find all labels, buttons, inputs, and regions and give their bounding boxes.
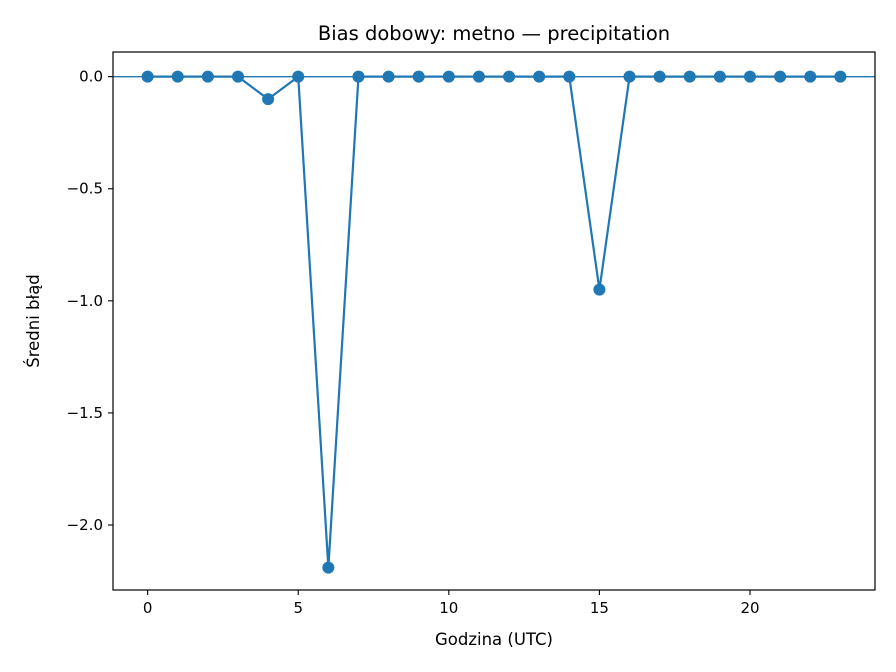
x-tick-label: 10 [439,599,458,617]
x-axis-label: Godzina (UTC) [435,630,553,649]
y-axis-label: Średni błąd [24,274,43,368]
data-point [382,70,395,83]
y-tick-label: −0.5 [67,180,103,198]
data-point [834,70,847,83]
y-tick-label: −1.5 [67,404,103,422]
data-point [412,70,425,83]
chart-title: Bias dobowy: metno — precipitation [318,22,670,45]
data-point [653,70,666,83]
data-point [503,70,516,83]
data-point [201,70,214,83]
y-tick-label: −1.0 [67,292,103,310]
plot-frame [112,51,876,591]
data-point [774,70,787,83]
x-tick-label: 15 [590,599,609,617]
data-point [171,70,184,83]
y-tick-label: −2.0 [67,516,103,534]
data-point [262,93,275,106]
data-point [533,70,546,83]
data-point [141,70,154,83]
series-layer [141,70,847,574]
data-point [442,70,455,83]
x-tick-label: 20 [740,599,759,617]
ticks-layer: 0 5 10 15 20 0.0 −0.5 −1.0 −1.5 −2.0 [67,68,760,617]
data-point [231,70,244,83]
x-tick-label: 0 [143,599,153,617]
data-point [292,70,305,83]
data-point [804,70,817,83]
data-point [683,70,696,83]
data-point [472,70,485,83]
data-point [563,70,576,83]
data-point [593,283,606,296]
data-point [623,70,636,83]
data-point [352,70,365,83]
data-point [744,70,757,83]
y-tick-label: 0.0 [79,68,103,86]
data-point [713,70,726,83]
x-tick-label: 5 [293,599,303,617]
data-point [322,561,335,574]
